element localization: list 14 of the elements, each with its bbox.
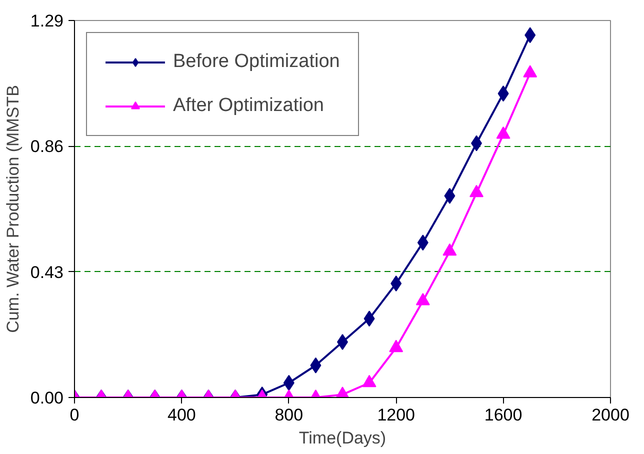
legend-label: After Optimization — [173, 95, 324, 117]
x-tick-label: 0 — [70, 406, 80, 424]
x-tick-label: 400 — [168, 406, 196, 424]
y-tick-label: 0.86 — [30, 137, 64, 156]
x-tick-label: 2000 — [592, 406, 630, 424]
x-tick-label: 1600 — [484, 406, 522, 424]
y-axis-title: Cum. Water Production (MMSTB — [3, 85, 22, 333]
legend-label: Before Optimization — [173, 51, 340, 73]
y-tick-label: 1.29 — [30, 12, 64, 30]
x-tick-label: 800 — [274, 406, 304, 424]
x-axis-title: Time(Days) — [298, 428, 386, 448]
y-tick-label: 0.00 — [30, 388, 64, 408]
x-tick-label: 1200 — [377, 406, 416, 424]
y-tick-label: 0.43 — [30, 262, 64, 282]
